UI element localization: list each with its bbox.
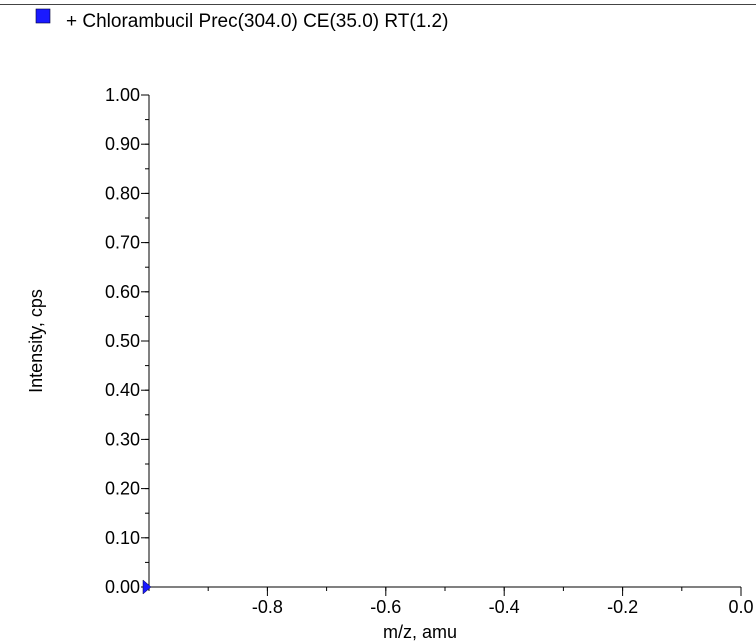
y-tick-label: 1.00: [105, 85, 140, 105]
y-tick-label: 0.00: [105, 577, 140, 597]
plot-area: 0.00 0.10 0.20 0.30 0.40 0.50 0.60 0.70 0.80 0.90…: [105, 85, 754, 617]
series-marks: [142, 579, 152, 595]
x-tick-label: 0.0: [728, 597, 753, 617]
legend-swatch: [35, 8, 51, 24]
y-tick-label: 0.10: [105, 528, 140, 548]
y-tick-label: 0.60: [105, 282, 140, 302]
y-tick-label: 0.90: [105, 134, 140, 154]
x-axis-label: m/z, amu: [383, 622, 457, 642]
y-tick-label: 0.40: [105, 380, 140, 400]
y-tick-label: 0.70: [105, 233, 140, 253]
y-tick-label: 0.80: [105, 183, 140, 203]
x-tick-label: -0.2: [607, 597, 638, 617]
x-tick-label: -0.6: [370, 597, 401, 617]
y-tick-label: 0.30: [105, 429, 140, 449]
x-tick-label: -0.4: [489, 597, 520, 617]
y-tick-label: 0.20: [105, 479, 140, 499]
y-axis-ticks: 0.00 0.10 0.20 0.30 0.40 0.50 0.60 0.70 0.80 0.90…: [105, 85, 149, 597]
y-tick-label: 0.50: [105, 331, 140, 351]
chart-title: + Chlorambucil Prec(304.0) CE(35.0) RT(1…: [66, 11, 448, 32]
x-tick-label: -0.8: [252, 597, 283, 617]
y-axis-label: Intensity, cps: [26, 289, 46, 393]
x-axis-ticks: -0.8 -0.6 -0.4 -0.2 0.0: [148, 587, 754, 617]
series-marker: [142, 579, 152, 595]
